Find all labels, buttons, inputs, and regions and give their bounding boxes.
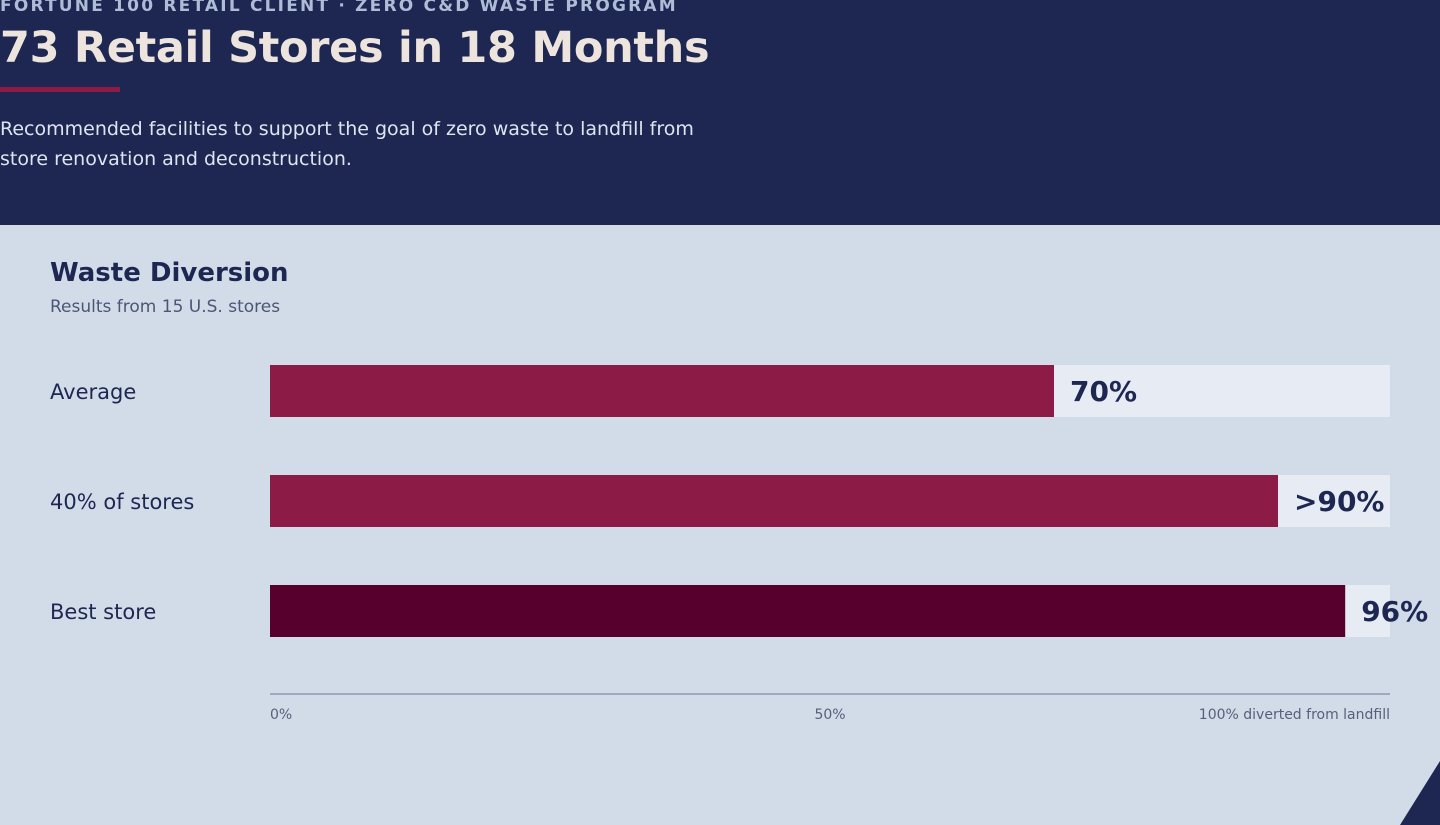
bar (270, 365, 1054, 417)
chart-title: Waste Diversion (50, 258, 289, 288)
eyebrow-label: FORTUNE 100 RETAIL CLIENT · ZERO C&D WAS… (0, 0, 678, 16)
bar (270, 585, 1346, 637)
x-tick-label: 0% (270, 707, 292, 723)
bar (270, 475, 1278, 527)
hero-description: Recommended facilities to support the go… (0, 118, 694, 170)
accent-divider (0, 87, 120, 92)
category-label: Average (50, 380, 136, 404)
category-label: Best store (50, 600, 156, 624)
x-tick-label: 100% diverted from landfill (1199, 707, 1390, 723)
category-label: 40% of stores (50, 490, 194, 514)
chart-subtitle: Results from 15 U.S. stores (50, 297, 281, 317)
value-label: 70% (1070, 375, 1137, 408)
value-label: 96% (1361, 595, 1428, 628)
page-title: 73 Retail Stores in 18 Months (0, 23, 710, 73)
value-label: >90% (1294, 485, 1384, 518)
x-tick-label: 50% (814, 707, 845, 723)
hero-header: FORTUNE 100 RETAIL CLIENT · ZERO C&D WAS… (0, 0, 1440, 225)
